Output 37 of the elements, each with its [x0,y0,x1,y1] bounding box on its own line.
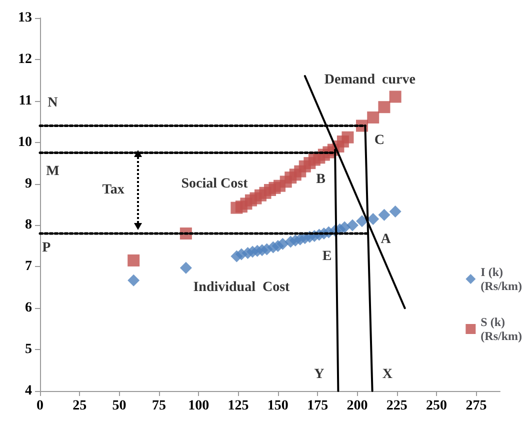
annotation: X [382,366,392,382]
annotation: Social Cost [181,176,248,192]
annotation: B [316,172,326,188]
y-tick-label: 12 [18,52,32,67]
y-tick-label: 11 [18,93,32,108]
x-tick-label: 125 [228,398,249,414]
x-tick-label: 25 [72,398,87,414]
annotation: N [48,95,58,110]
legend-label: S (k) (Rs/km) [480,315,522,343]
x-tick-label: 100 [188,398,210,414]
y-tick-label: 10 [18,134,32,150]
x-tick-label: 50 [112,398,126,414]
annotation: M [46,164,60,179]
y-tick-label: 7 [25,259,32,274]
annotation: Individual Cost [193,280,290,295]
annotation: P [42,240,52,256]
x-tick-label: 0 [36,398,44,414]
annotation: Y [314,366,324,382]
y-tick-label: 8 [25,218,32,233]
x-tick-label: 75 [152,398,166,414]
y-tick-label: 5 [25,342,32,358]
x-tick-label: 275 [466,398,487,414]
x-tick-label: 175 [307,398,328,414]
annotation: Demand curve [324,72,416,88]
x-tick-label: 225 [386,398,408,414]
x-tick-label: 150 [267,398,288,414]
annotation: Tax [102,182,124,198]
y-tick-label: 9 [25,176,32,192]
annotation: C [374,132,385,148]
y-tick-label: 4 [25,384,32,398]
annotation: E [322,248,332,264]
y-tick-label: 6 [25,300,32,316]
legend-label: I (k) (Rs/km) [480,265,522,293]
x-tick-label: 250 [426,398,448,414]
annotation: A [380,232,392,248]
x-tick-label: 200 [346,398,368,414]
y-tick-label: 13 [18,10,32,26]
